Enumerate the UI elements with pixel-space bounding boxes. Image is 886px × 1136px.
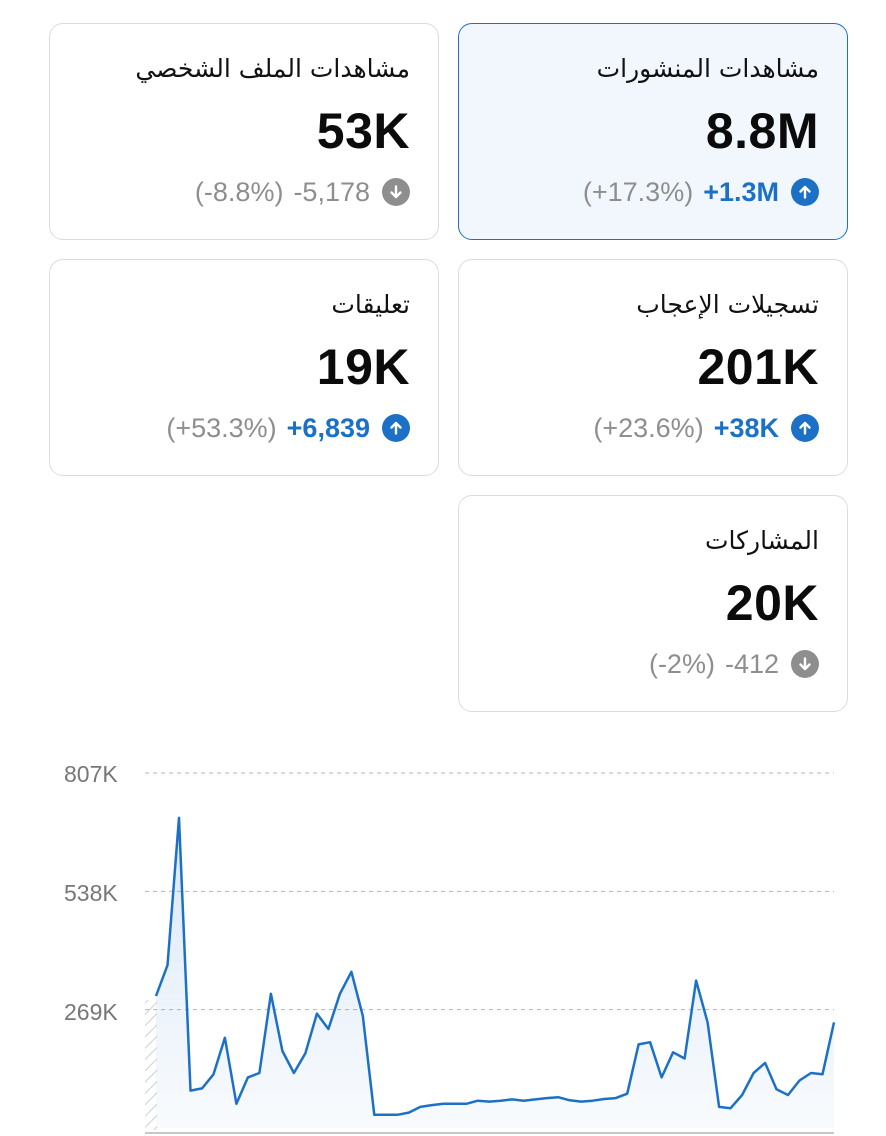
data-point[interactable] <box>643 1035 657 1049</box>
metric-card-shares[interactable]: المشاركات 20K (-2%) -412 <box>458 495 848 712</box>
data-point[interactable] <box>229 1097 243 1111</box>
y-tick-label: 807K <box>64 761 118 787</box>
chart-plot <box>145 772 841 1134</box>
arrow-up-icon <box>791 178 819 206</box>
arrow-up-icon <box>382 414 410 442</box>
metric-change: (-2%) -412 <box>649 648 819 680</box>
y-tick-label: 538K <box>64 880 118 906</box>
data-point[interactable] <box>689 974 703 988</box>
data-point[interactable] <box>701 1015 715 1029</box>
series-line <box>154 816 836 1117</box>
metric-change: (+23.6%) +38K <box>593 412 819 444</box>
series-area <box>156 817 834 1128</box>
data-point[interactable] <box>747 1066 761 1080</box>
metric-value: 201K <box>697 339 819 395</box>
y-tick-label: 269K <box>64 999 118 1025</box>
data-point[interactable] <box>816 1067 830 1081</box>
metric-label: المشاركات <box>704 526 819 555</box>
change-percent: (-2%) <box>648 648 715 679</box>
metric-change: (+17.3%) +1.3M <box>583 176 819 208</box>
data-point[interactable] <box>793 1074 807 1088</box>
data-point[interactable] <box>655 1070 669 1084</box>
metric-value: 20K <box>725 575 819 631</box>
metric-card-comments[interactable]: تعليقات 19K (+53.3%) +6,839 <box>49 259 439 476</box>
data-point[interactable] <box>827 1015 841 1029</box>
data-point[interactable] <box>252 1066 266 1080</box>
data-point[interactable] <box>321 1022 335 1036</box>
data-point[interactable] <box>161 958 175 972</box>
arrow-down-icon <box>791 650 819 678</box>
change-percent: (-8.8%) <box>194 176 284 207</box>
metric-card-likes[interactable]: تسجيلات الإعجاب 201K (+23.6%) +38K <box>458 259 848 476</box>
data-point[interactable] <box>195 1081 209 1095</box>
change-delta: +6,839 <box>286 412 370 443</box>
metric-value: 8.8M <box>705 103 819 159</box>
data-point[interactable] <box>333 987 347 1001</box>
data-point[interactable] <box>298 1046 312 1060</box>
data-point[interactable] <box>344 965 358 979</box>
metric-label: مشاهدات الملف الشخصي <box>135 54 410 83</box>
data-point[interactable] <box>310 1007 324 1021</box>
data-point[interactable] <box>172 811 186 825</box>
change-delta: +1.3M <box>703 176 779 207</box>
data-point[interactable] <box>356 1009 370 1023</box>
arrow-down-icon <box>382 178 410 206</box>
metric-label: تسجيلات الإعجاب <box>636 290 819 319</box>
arrow-up-icon <box>791 414 819 442</box>
partial-period-hatch <box>145 1000 157 1130</box>
change-delta: -412 <box>724 648 779 679</box>
change-delta: +38K <box>713 412 779 443</box>
change-delta: -5,178 <box>293 176 370 207</box>
data-point[interactable] <box>781 1088 795 1102</box>
data-point[interactable] <box>264 987 278 1001</box>
metric-change: (+53.3%) +6,839 <box>166 412 410 444</box>
data-point[interactable] <box>218 1031 232 1045</box>
metric-change: (-8.8%) -5,178 <box>195 176 410 208</box>
data-point[interactable] <box>735 1088 749 1102</box>
metric-card-post-views[interactable]: مشاهدات المنشورات 8.8M (+17.3%) +1.3M <box>458 23 848 240</box>
data-point[interactable] <box>207 1067 221 1081</box>
data-point[interactable] <box>287 1066 301 1080</box>
data-point[interactable] <box>149 989 163 1003</box>
metric-label: تعليقات <box>331 290 410 319</box>
post-views-chart[interactable]: 807K 538K 269K <box>0 740 886 1136</box>
change-percent: (+23.6%) <box>593 412 704 443</box>
data-point[interactable] <box>724 1101 738 1115</box>
metric-value: 19K <box>316 339 410 395</box>
change-percent: (+17.3%) <box>582 176 694 207</box>
data-point[interactable] <box>620 1087 634 1101</box>
data-point[interactable] <box>758 1056 772 1070</box>
metric-value: 53K <box>316 103 410 159</box>
data-point[interactable] <box>275 1044 289 1058</box>
change-percent: (+53.3%) <box>166 412 277 443</box>
metric-label: مشاهدات المنشورات <box>596 54 819 83</box>
metric-card-profile-views[interactable]: مشاهدات الملف الشخصي 53K (-8.8%) -5,178 <box>49 23 439 240</box>
data-point[interactable] <box>678 1052 692 1066</box>
